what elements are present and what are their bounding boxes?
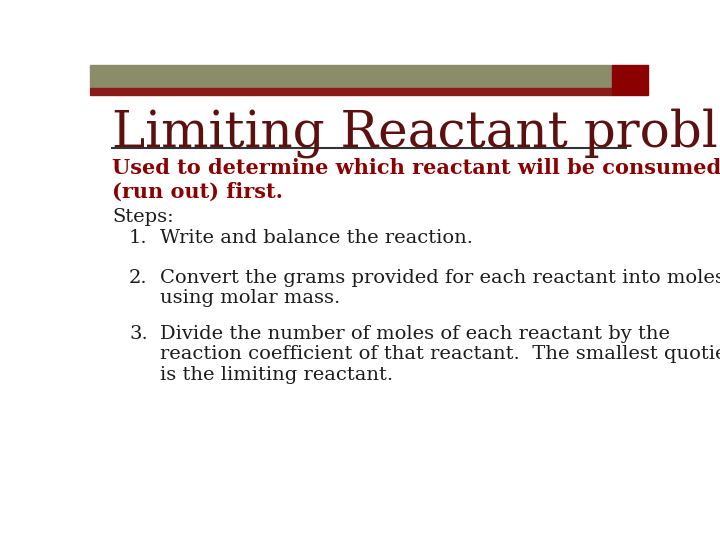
Text: Divide the number of moles of each reactant by the
reaction coefficient of that : Divide the number of moles of each react… bbox=[160, 325, 720, 384]
Text: Steps:: Steps: bbox=[112, 208, 174, 226]
Bar bbox=[90, 87, 612, 95]
Text: 3.: 3. bbox=[129, 325, 148, 343]
Text: 2.: 2. bbox=[129, 268, 148, 287]
Text: Used to determine which reactant will be consumed
(run out) first.: Used to determine which reactant will be… bbox=[112, 158, 720, 201]
Bar bbox=[612, 65, 648, 95]
Text: Convert the grams provided for each reactant into moles
using molar mass.: Convert the grams provided for each reac… bbox=[160, 268, 720, 307]
Text: 1.: 1. bbox=[129, 229, 148, 247]
Text: Limiting Reactant problems: Limiting Reactant problems bbox=[112, 109, 720, 158]
Text: Write and balance the reaction.: Write and balance the reaction. bbox=[160, 229, 473, 247]
Bar bbox=[90, 65, 612, 87]
